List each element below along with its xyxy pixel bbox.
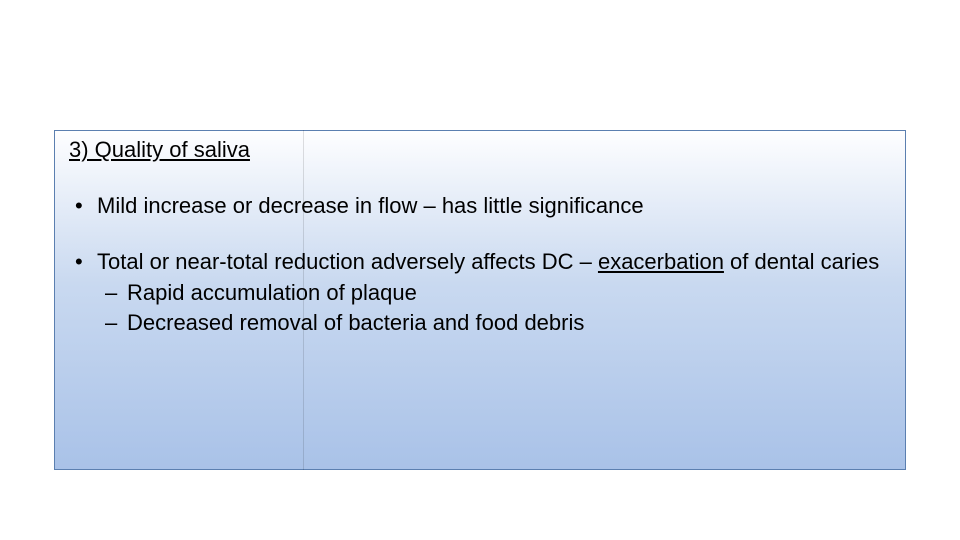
sub-bullet-text: Decreased removal of bacteria and food d…	[127, 310, 584, 335]
bullet-item: Total or near-total reduction adversely …	[69, 247, 891, 338]
sub-bullet-item: Decreased removal of bacteria and food d…	[97, 308, 891, 338]
bullet-text-prefix: Total or near-total reduction adversely …	[97, 249, 598, 274]
bullet-text: Mild increase or decrease in flow – has …	[97, 193, 644, 218]
bullet-list: Mild increase or decrease in flow – has …	[69, 191, 891, 338]
section-heading: 3) Quality of saliva	[69, 137, 891, 163]
bullet-item: Mild increase or decrease in flow – has …	[69, 191, 891, 221]
sub-bullet-text: Rapid accumulation of plaque	[127, 280, 417, 305]
bullet-text-underlined: exacerbation	[598, 249, 724, 274]
slide: 3) Quality of saliva Mild increase or de…	[0, 0, 960, 540]
sub-bullet-list: Rapid accumulation of plaque Decreased r…	[97, 278, 891, 337]
bullet-text-suffix: of dental caries	[724, 249, 879, 274]
content-box: 3) Quality of saliva Mild increase or de…	[54, 130, 906, 470]
sub-bullet-item: Rapid accumulation of plaque	[97, 278, 891, 308]
vertical-divider	[303, 130, 304, 470]
